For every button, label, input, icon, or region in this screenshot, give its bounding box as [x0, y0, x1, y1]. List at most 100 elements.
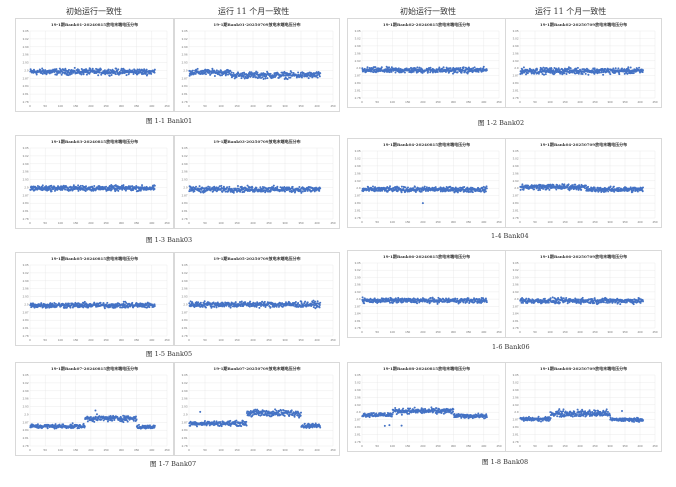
y-tick-label: 2.87: [513, 194, 519, 198]
x-tick-label: 150: [562, 100, 567, 104]
y-tick-label: 2.84: [355, 81, 361, 85]
data-point: [429, 71, 432, 74]
data-point: [53, 302, 56, 305]
data-point: [198, 185, 201, 188]
data-point: [306, 301, 309, 304]
data-point: [607, 190, 610, 193]
x-tick-label: 0: [361, 330, 363, 334]
data-point: [230, 187, 233, 190]
data-point: [45, 185, 48, 188]
data-point: [548, 188, 551, 191]
data-point: [114, 73, 117, 76]
y-tick-label: 3.05: [23, 263, 29, 267]
y-tick-label: 3.05: [23, 29, 29, 33]
x-tick-label: 400: [481, 330, 486, 334]
x-tick-label: 50: [376, 330, 380, 334]
x-tick-label: 350: [298, 338, 303, 342]
header-initial-right: 初始运行一致性: [400, 7, 456, 16]
data-point: [576, 66, 579, 69]
data-point: [67, 302, 70, 305]
data-point: [585, 184, 587, 187]
data-point: [240, 300, 243, 303]
chart-svg: 19-1期Bank02-20250709放电末端电压分布3.053.022.99…: [513, 21, 658, 104]
x-tick-label: 50: [203, 221, 207, 225]
data-point: [629, 66, 632, 69]
y-tick-label: 2.84: [23, 84, 29, 88]
data-point: [363, 297, 366, 300]
x-tick-label: 0: [188, 104, 190, 108]
data-point: [459, 67, 462, 70]
data-point: [608, 71, 611, 74]
y-tick-label: 2.99: [182, 45, 188, 49]
data-point: [131, 185, 134, 188]
data-point: [390, 70, 393, 73]
data-point: [413, 186, 416, 189]
data-point: [427, 70, 430, 73]
y-tick-label: 2.81: [182, 92, 188, 96]
y-tick-label: 2.93: [513, 179, 519, 183]
data-point: [239, 304, 242, 307]
data-point: [72, 184, 75, 187]
y-tick-label: 2.87: [182, 76, 188, 80]
y-tick-label: 2.9: [356, 186, 361, 190]
x-tick-label: 450: [164, 221, 169, 225]
y-tick-label: 2.93: [355, 290, 361, 294]
data-point: [485, 187, 488, 190]
chart-svg: 19-1期Bank01-20250709放电末端电压分布3.053.022.99…: [182, 21, 336, 108]
y-tick-label: 3.02: [513, 156, 519, 160]
chart-svg: 19-1期Bank05-20250709放电末端电压分布3.053.022.99…: [182, 255, 336, 342]
data-point: [217, 186, 220, 189]
data-point: [618, 73, 621, 76]
data-point: [253, 74, 256, 77]
data-point: [36, 184, 39, 187]
x-tick-label: 450: [652, 220, 657, 224]
x-tick-label: 300: [451, 330, 456, 334]
data-point: [424, 190, 427, 193]
data-point: [234, 301, 237, 304]
chart-svg: 19-1期Bank06-20250709放电末端电压分布3.053.022.99…: [513, 253, 658, 334]
data-point: [592, 70, 595, 73]
data-point: [51, 302, 54, 305]
data-point: [131, 301, 134, 304]
y-tick-label: 3.02: [355, 268, 361, 272]
data-point: [312, 299, 315, 302]
data-point: [593, 67, 596, 70]
y-tick-label: 2.87: [182, 193, 188, 197]
data-point: [553, 66, 556, 69]
data-point: [264, 306, 267, 309]
data-point: [129, 185, 132, 188]
x-tick-label: 100: [58, 104, 63, 108]
y-tick-label: 2.96: [513, 171, 519, 175]
data-point: [534, 70, 537, 73]
x-tick-label: 50: [376, 220, 380, 224]
data-point: [284, 190, 286, 193]
data-point: [539, 183, 542, 186]
y-tick-label: 2.87: [355, 304, 361, 308]
data-point: [299, 304, 302, 307]
data-point: [146, 73, 149, 76]
data-point: [49, 302, 52, 305]
data-point: [54, 302, 57, 305]
data-point: [195, 185, 198, 188]
data-point: [467, 190, 470, 193]
data-point: [254, 302, 257, 305]
data-point: [552, 69, 555, 72]
data-point: [388, 71, 391, 74]
scatter-chart: 19-1期Bank02-20240815放电末端电压分布 3.05 3.02 2.99…: [347, 18, 506, 108]
data-point: [220, 184, 223, 187]
data-point: [311, 301, 314, 304]
data-point: [103, 69, 106, 72]
data-point: [64, 67, 67, 70]
x-tick-label: 150: [234, 221, 239, 225]
x-tick-label: 100: [218, 104, 223, 108]
data-point: [626, 72, 629, 75]
data-point: [289, 187, 292, 190]
data-point: [469, 190, 472, 193]
data-point: [300, 191, 303, 194]
data-point: [642, 186, 644, 189]
data-point: [457, 187, 460, 190]
x-tick-label: 200: [250, 221, 255, 225]
data-point: [145, 68, 148, 71]
data-point: [195, 301, 198, 304]
data-point: [641, 70, 644, 73]
